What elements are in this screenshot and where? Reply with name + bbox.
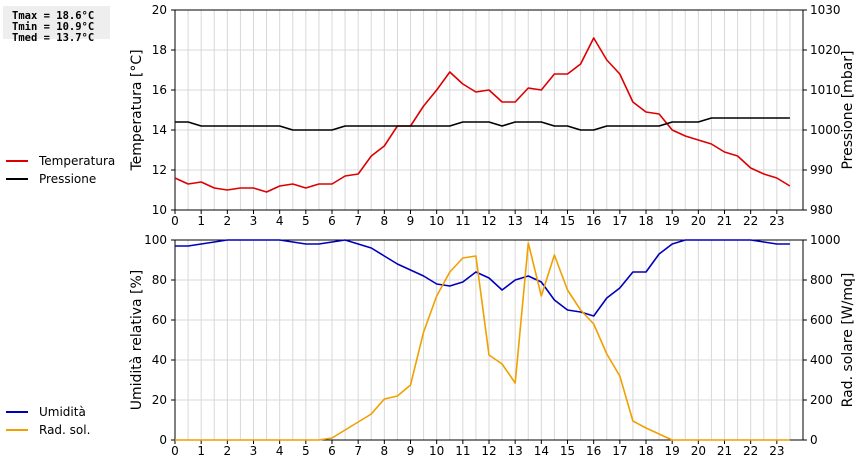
y-right-tick-label: 800 <box>810 273 833 287</box>
y-left-tick-label: 14 <box>152 123 167 137</box>
x-tick-label: 4 <box>276 214 284 228</box>
legend-label: Temperatura <box>38 154 115 168</box>
x-tick-label: 7 <box>354 214 362 228</box>
x-tick-label: 13 <box>508 214 523 228</box>
x-tick-label: 23 <box>769 214 784 228</box>
x-tick-label: 17 <box>612 444 627 458</box>
legend-label: Rad. sol. <box>39 423 90 437</box>
tmed-text: Tmed = 13.7°C <box>12 32 95 44</box>
x-tick-label: 1 <box>197 444 205 458</box>
series-line-umidit- <box>175 239 790 317</box>
y-right-tick-label: 1010 <box>810 83 841 97</box>
y-right-tick-label: 1030 <box>810 3 841 17</box>
y-right-axis-title: Pressione [mbar] <box>840 50 856 169</box>
y-right-tick-label: 600 <box>810 313 833 327</box>
top-chart-panel: 0 1 2 3 4 5 6 7 8 9 10 11 12 13 14 15 16 17 18 19 20 21 22 2310… <box>6 3 856 228</box>
x-tick-label: 3 <box>250 444 258 458</box>
x-tick-label: 10 <box>429 444 444 458</box>
x-tick-label: 3 <box>250 214 258 228</box>
x-tick-label: 2 <box>224 214 232 228</box>
y-left-tick-label: 20 <box>152 3 167 17</box>
bottom-chart-panel: 0 1 2 3 4 5 6 7 8 9 10 11 12 13 14 15 16 17 18 19 20 21 22 2302… <box>6 233 856 458</box>
series-line-pressione <box>175 117 790 131</box>
x-tick-label: 6 <box>328 444 336 458</box>
y-left-tick-label: 60 <box>152 313 167 327</box>
x-tick-label: 11 <box>455 214 470 228</box>
y-left-tick-label: 40 <box>152 353 167 367</box>
x-tick-label: 5 <box>302 444 310 458</box>
y-left-tick-label: 80 <box>152 273 167 287</box>
y-right-tick-label: 1000 <box>810 233 841 247</box>
y-right-tick-label: 990 <box>810 163 833 177</box>
x-tick-label: 18 <box>638 444 653 458</box>
x-tick-label: 11 <box>455 444 470 458</box>
legend-item: Umidità <box>6 405 86 419</box>
x-tick-label: 0 <box>171 444 179 458</box>
x-tick-label: 2 <box>224 444 232 458</box>
x-tick-label: 8 <box>381 214 389 228</box>
legend-item: Pressione <box>6 172 96 186</box>
y-left-tick-label: 10 <box>152 203 167 217</box>
x-tick-label: 15 <box>560 214 575 228</box>
y-right-tick-label: 1000 <box>810 123 841 137</box>
x-tick-label: 19 <box>665 444 680 458</box>
y-right-tick-label: 1020 <box>810 43 841 57</box>
x-tick-label: 12 <box>481 214 496 228</box>
x-tick-label: 13 <box>508 444 523 458</box>
x-tick-label: 14 <box>534 214 549 228</box>
x-tick-label: 0 <box>171 214 179 228</box>
legend-item: Temperatura <box>6 154 115 168</box>
x-tick-label: 7 <box>354 444 362 458</box>
tmax-text: Tmax = 18.6°C <box>12 10 95 22</box>
y-left-tick-label: 12 <box>152 163 167 177</box>
x-tick-label: 4 <box>276 444 284 458</box>
legend-label: Pressione <box>39 172 96 186</box>
legend-label: Umidità <box>39 405 86 419</box>
legend-item: Rad. sol. <box>6 423 90 437</box>
x-tick-label: 21 <box>717 444 732 458</box>
x-tick-label: 20 <box>691 214 706 228</box>
y-left-tick-label: 16 <box>152 83 167 97</box>
x-tick-label: 8 <box>381 444 389 458</box>
y-right-tick-label: 200 <box>810 393 833 407</box>
x-tick-label: 16 <box>586 214 601 228</box>
y-right-tick-label: 980 <box>810 203 833 217</box>
y-right-axis-title: Rad. solare [W/mq] <box>840 273 856 408</box>
stats-box: Tmax = 18.6°C Tmin = 10.9°C Tmed = 13.7°… <box>3 6 110 44</box>
x-tick-label: 1 <box>197 214 205 228</box>
x-tick-label: 15 <box>560 444 575 458</box>
y-right-tick-label: 400 <box>810 353 833 367</box>
series-line-rad-sol- <box>175 242 790 441</box>
series-line-temperatura <box>174 37 791 193</box>
x-tick-label: 10 <box>429 214 444 228</box>
x-tick-label: 23 <box>769 444 784 458</box>
x-tick-label: 12 <box>481 444 496 458</box>
y-left-tick-label: 100 <box>144 233 167 247</box>
y-left-axis-title: Temperatura [°C] <box>129 49 145 171</box>
x-tick-label: 6 <box>328 214 336 228</box>
x-tick-label: 22 <box>743 214 758 228</box>
x-tick-label: 9 <box>407 444 415 458</box>
y-right-tick-label: 0 <box>810 433 818 447</box>
y-left-tick-label: 20 <box>152 393 167 407</box>
x-tick-label: 20 <box>691 444 706 458</box>
y-left-tick-label: 18 <box>152 43 167 57</box>
y-left-axis-title: Umidità relativa [%] <box>129 270 145 411</box>
x-tick-label: 18 <box>638 214 653 228</box>
y-left-tick-label: 0 <box>159 433 167 447</box>
x-tick-label: 22 <box>743 444 758 458</box>
x-tick-label: 16 <box>586 444 601 458</box>
x-tick-label: 14 <box>534 444 549 458</box>
tmin-text: Tmin = 10.9°C <box>12 21 95 33</box>
x-tick-label: 9 <box>407 214 415 228</box>
x-tick-label: 5 <box>302 214 310 228</box>
x-tick-label: 17 <box>612 214 627 228</box>
x-tick-label: 19 <box>665 214 680 228</box>
x-tick-label: 21 <box>717 214 732 228</box>
